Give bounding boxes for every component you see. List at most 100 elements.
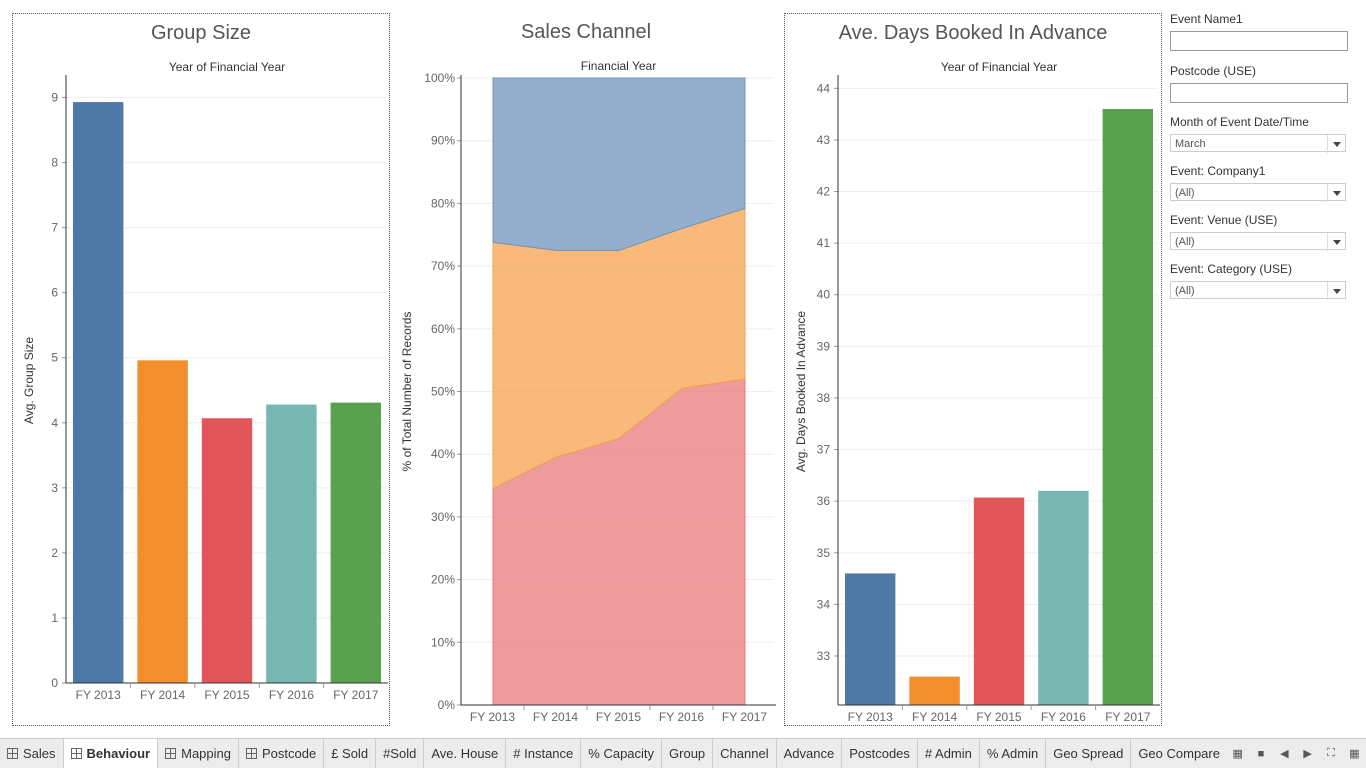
chevron-down-icon[interactable] <box>1327 233 1345 251</box>
category-select-value: (All) <box>1175 285 1195 297</box>
sheet-tab-postcodes[interactable]: Postcodes <box>842 739 918 768</box>
x-tick-label: FY 2015 <box>596 710 641 724</box>
chart-title: Sales Channel <box>520 21 652 43</box>
x-tick-label: FY 2015 <box>204 688 249 702</box>
sheet-tab-label: Advance <box>783 745 835 761</box>
category-select[interactable]: (All) <box>1170 281 1346 300</box>
sheet-tab-sold[interactable]: £ Sold <box>324 739 377 768</box>
sales-channel-panel[interactable]: Sales Channel <box>397 13 775 724</box>
sheet-tab-channel[interactable]: Channel <box>713 739 777 768</box>
y-tick-label: 34 <box>817 597 831 611</box>
group-size-chart[interactable]: Year of Financial Year Avg. Group Size 0 1 2… <box>0 0 1366 738</box>
y-axis-title: Avg. Days Booked In Advance <box>794 311 808 473</box>
sales-channel-chart[interactable]: Financial Year % of Total Number of Recor… <box>0 0 1366 738</box>
chevron-down-icon[interactable] <box>1327 135 1345 153</box>
sheet-tab-bar: Sales Behaviour Mapping Postcode £ Sold #Sold… <box>0 738 1366 768</box>
sheet-tab-behaviour[interactable]: Behaviour <box>63 739 159 768</box>
fullscreen-icon[interactable]: ⛶ <box>1327 747 1335 759</box>
company-select[interactable]: (All) <box>1170 183 1346 202</box>
y-tick-label: 35 <box>817 546 831 560</box>
x-tick-label: FY 2016 <box>269 688 314 702</box>
sheet-tab-geo-spread[interactable]: Geo Spread <box>1046 739 1132 768</box>
y-tick-label: 100% <box>424 71 455 85</box>
sheet-tab-postcode[interactable]: Postcode <box>239 739 325 768</box>
y-tick-label: 37 <box>817 443 831 457</box>
sheet-tab-label: £ Sold <box>331 745 369 761</box>
sheet-tab-group[interactable]: Group <box>662 739 714 768</box>
sheet-tab-label: Geo Spread <box>1053 745 1124 761</box>
y-tick-label: 43 <box>817 133 831 147</box>
y-tick-label: 1 <box>51 611 58 625</box>
sheet-tab-label: Behaviour <box>86 745 151 761</box>
month-select[interactable]: March <box>1170 134 1346 153</box>
y-tick-label: 44 <box>817 81 831 95</box>
x-tick-label: FY 2015 <box>976 710 1021 724</box>
grid-icon <box>165 748 177 759</box>
y-tick-label: 0% <box>438 698 456 712</box>
sheet-tab-label: % Admin <box>986 745 1039 761</box>
grid-icon <box>7 748 18 759</box>
sheet-tab-label: Channel <box>720 745 769 761</box>
y-tick-label: 36 <box>817 494 831 508</box>
days-advance-panel[interactable]: Ave. Days Booked In Advance <box>784 13 1162 726</box>
next-sheet-icon[interactable]: ▶ <box>1303 748 1312 760</box>
x-tick-label: FY 2017 <box>333 688 378 702</box>
y-tick-label: 33 <box>817 649 831 663</box>
sheet-tab-admin[interactable]: # Admin <box>918 739 980 768</box>
sheet-tab-advance[interactable]: Advance <box>777 739 843 768</box>
sheet-tab-sales[interactable]: Sales <box>0 739 64 768</box>
y-tick-label: 2 <box>51 546 58 560</box>
month-select-value: March <box>1175 138 1206 150</box>
area-series-3 <box>492 77 746 251</box>
sheet-tab-mapping[interactable]: Mapping <box>158 739 239 768</box>
y-tick-label: 38 <box>817 391 831 405</box>
group-size-panel[interactable]: Group Size <box>12 13 390 726</box>
grid-view-icon[interactable]: ▦ <box>1349 748 1360 760</box>
x-axis-title: Financial Year <box>581 59 656 73</box>
sheet-tab-label: Postcodes <box>849 745 910 761</box>
y-tick-label: 42 <box>817 185 831 199</box>
y-axis-title: Avg. Group Size <box>22 337 36 424</box>
bar-fy-2017 <box>330 402 381 683</box>
bar-fy-2015 <box>201 418 253 683</box>
y-tick-label: 39 <box>817 339 831 353</box>
x-tick-label: FY 2014 <box>912 710 957 724</box>
sheet-tab-label: #Sold <box>383 745 417 761</box>
filter-label-company: Event: Company1 <box>1170 164 1266 178</box>
x-tick-label: FY 2013 <box>470 710 515 724</box>
y-tick-label: 9 <box>51 91 58 105</box>
venue-select[interactable]: (All) <box>1170 232 1346 251</box>
y-tick-label: 0 <box>51 676 58 690</box>
bar-fy-2013 <box>845 573 896 705</box>
postcode-input[interactable] <box>1170 83 1348 103</box>
tab-navigation: ▦ ■ ◀ ▶ ⛶ ▦ <box>1226 739 1366 768</box>
sheet-tab-admin[interactable]: % Admin <box>980 739 1047 768</box>
sheet-tab-sold[interactable]: #Sold <box>376 739 425 768</box>
grid-icon <box>70 748 82 759</box>
sheet-tab-label: Sales <box>23 745 56 761</box>
sheet-tab-ave-house[interactable]: Ave. House <box>424 739 507 768</box>
prev-sheet-icon[interactable]: ◀ <box>1280 748 1289 760</box>
x-axis-title: Year of Financial Year <box>169 60 285 74</box>
chart-title: Ave. Days Booked In Advance <box>838 22 1108 44</box>
sheet-tab-label: Geo Compare <box>1138 745 1220 761</box>
sheet-tab-label: Group <box>669 745 706 761</box>
tabs-view-icon[interactable]: ■ <box>1257 747 1265 760</box>
sheet-tab-geo-compare[interactable]: Geo Compare <box>1131 739 1222 768</box>
sheet-tab-instance[interactable]: # Instance <box>506 739 582 768</box>
y-tick-label: 41 <box>817 236 831 250</box>
chevron-down-icon[interactable] <box>1327 282 1345 300</box>
y-axis-title: % of Total Number of Records <box>400 312 414 472</box>
filmstrip-icon[interactable]: ▦ <box>1232 748 1243 760</box>
sheet-tab-capacity[interactable]: % Capacity <box>581 739 663 768</box>
filter-label-venue: Event: Venue (USE) <box>1170 213 1278 227</box>
days-advance-chart[interactable]: Year of Financial Year Avg. Days Booked I… <box>0 0 1366 738</box>
filter-label-event-name: Event Name1 <box>1170 12 1243 26</box>
sheet-tab-label: # Instance <box>513 745 574 761</box>
chart-title: Group Size <box>150 22 252 44</box>
chevron-down-icon[interactable] <box>1327 184 1345 202</box>
y-tick-label: 10% <box>431 635 455 649</box>
bar-fy-2014 <box>137 360 188 683</box>
sheet-tab-label: Postcode <box>261 745 317 761</box>
event-name-input[interactable] <box>1170 31 1348 51</box>
